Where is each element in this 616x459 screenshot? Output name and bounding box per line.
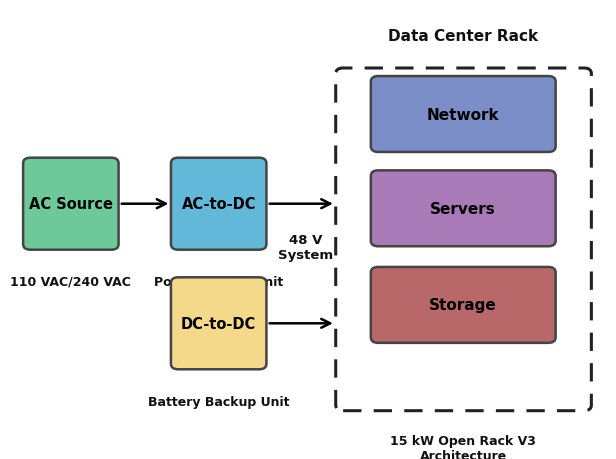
Text: Servers: Servers (431, 202, 496, 216)
Text: 48 V
System: 48 V System (278, 234, 333, 262)
FancyBboxPatch shape (371, 267, 556, 343)
FancyBboxPatch shape (23, 158, 118, 250)
Text: AC Source: AC Source (29, 197, 113, 212)
Text: AC-to-DC: AC-to-DC (182, 197, 256, 212)
FancyBboxPatch shape (171, 278, 267, 369)
Text: Network: Network (427, 107, 500, 122)
Text: 110 VAC/240 VAC: 110 VAC/240 VAC (10, 275, 131, 288)
Text: DC-to-DC: DC-to-DC (181, 316, 256, 331)
FancyBboxPatch shape (371, 171, 556, 247)
FancyBboxPatch shape (171, 158, 267, 250)
Text: Power Supply Unit: Power Supply Unit (154, 275, 283, 288)
Text: Storage: Storage (429, 298, 497, 313)
Text: Battery Backup Unit: Battery Backup Unit (148, 395, 290, 408)
Text: Data Center Rack: Data Center Rack (388, 28, 538, 44)
Text: 15 kW Open Rack V3
Architecture: 15 kW Open Rack V3 Architecture (391, 434, 536, 459)
FancyBboxPatch shape (371, 77, 556, 152)
